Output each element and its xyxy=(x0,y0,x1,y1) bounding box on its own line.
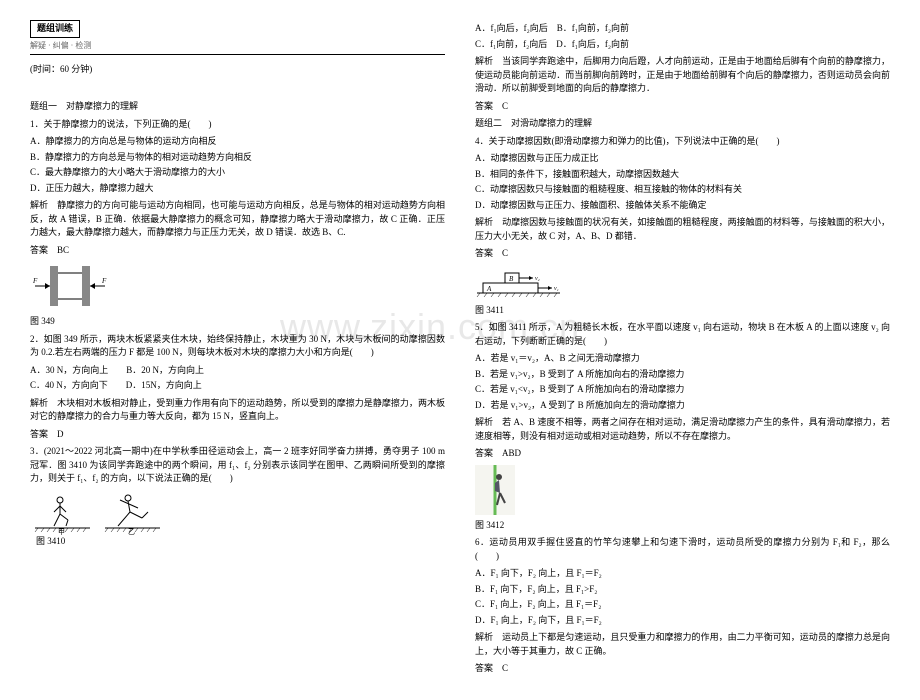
q4-analysis: 解析 动摩擦因数与接触面的状况有关，如接触面的粗糙程度，两接触面的材料等，与接触… xyxy=(475,216,890,243)
q4-d: D．动摩擦因数与正压力、接触面积、接触体关系不能确定 xyxy=(475,199,890,213)
figure-3410: 甲 乙 图 3410 xyxy=(30,490,445,549)
q3-stem: 3．(2021～2022 河北高一期中)在中学秋季田径运动会上，高一 2 班李好… xyxy=(30,445,445,486)
q5-answer: 答案 ABD xyxy=(475,447,890,461)
q6-answer: 答案 C xyxy=(475,662,890,676)
q6-d: D．F₁ 向上，F₂ 向下，且 F₁＝F₂ xyxy=(475,614,890,628)
q1-answer: 答案 BC xyxy=(30,244,445,258)
svg-text:v₂: v₂ xyxy=(535,276,540,282)
fig3412-label: 图 3412 xyxy=(475,519,890,533)
figure-3412 xyxy=(475,465,890,515)
q1-stem: 1．关于静摩擦力的说法，下列正确的是( ) xyxy=(30,118,445,132)
q5-analysis: 解析 若 A、B 速度不相等，两者之间存在相对运动，满足滑动摩擦力产生的条件，具… xyxy=(475,416,890,443)
q3-cd: C．f₁向前，f₂向后 D．f₁向后，f₂向前 xyxy=(475,38,890,52)
q3-analysis: 解析 当该同学奔跑途中，后脚用力向后蹬，人才向前运动，正是由于地面给后脚有个向前… xyxy=(475,55,890,96)
group1-title: 题组一 对静摩擦力的理解 xyxy=(30,100,445,114)
right-column: A．f₁向后，f₂向后 B．f₁向前，f₂向前 C．f₁向前，f₂向后 D．f₁… xyxy=(475,20,890,680)
q5-stem: 5．如图 3411 所示，A 为粗糙长木板，在水平面以速度 v₁ 向右运动，物块… xyxy=(475,321,890,348)
svg-text:甲: 甲 xyxy=(58,528,65,535)
svg-text:v₁: v₁ xyxy=(554,286,559,292)
fig3410-label: 图 3410 xyxy=(36,536,65,546)
figure-349: F F xyxy=(30,261,445,311)
q6-b: B．F₁ 向下，F₂ 向上，且 F₁>F₂ xyxy=(475,583,890,597)
q3-answer: 答案 C xyxy=(475,100,890,114)
q5-b: B．若是 v₁>v₂，B 受到了 A 所施加向右的滑动摩擦力 xyxy=(475,368,890,382)
header-block: 题组训练 解疑 · 纠偏 · 检测 xyxy=(30,20,445,55)
q2-cd: C．40 N，方向向下 D．15N，方向向上 xyxy=(30,379,445,393)
svg-text:F: F xyxy=(32,277,38,285)
q3-ab: A．f₁向后，f₂向后 B．f₁向前，f₂向前 xyxy=(475,22,890,36)
page-columns: 题组训练 解疑 · 纠偏 · 检测 (时间：60 分钟) 题组一 对静摩擦力的理… xyxy=(30,20,890,680)
header-title: 题组训练 xyxy=(30,20,80,38)
q6-stem: 6．运动员用双手握住竖直的竹竿匀速攀上和匀速下滑时，运动员所受的摩擦力分别为 F… xyxy=(475,536,890,563)
q4-stem: 4．关于动摩擦因数(即滑动摩擦力和弹力的比值)，下列说法中正确的是( ) xyxy=(475,135,890,149)
q4-a: A．动摩擦因数与正压力成正比 xyxy=(475,152,890,166)
q5-d: D．若是 v₁>v₂，A 受到了 B 所施加向左的滑动摩擦力 xyxy=(475,399,890,413)
q4-answer: 答案 C xyxy=(475,247,890,261)
svg-text:乙: 乙 xyxy=(128,528,135,535)
q5-c: C．若是 v₁<v₂，B 受到了 A 所施加向右的滑动摩擦力 xyxy=(475,383,890,397)
q5-a: A．若是 v₁＝v₂，A、B 之间无滑动摩擦力 xyxy=(475,352,890,366)
q1-analysis: 解析 静摩擦力的方向可能与运动方向相同，也可能与运动方向相反，总是与物体的相对运… xyxy=(30,199,445,240)
q1-c: C．最大静摩擦力的大小略大于滑动摩擦力的大小 xyxy=(30,166,445,180)
fig3411-label: 图 3411 xyxy=(475,304,890,318)
q2-ab: A．30 N，方向向上 B．20 N，方向向上 xyxy=(30,364,445,378)
q2-answer: 答案 D xyxy=(30,428,445,442)
q6-c: C．F₁ 向上，F₂ 向上，且 F₁＝F₂ xyxy=(475,598,890,612)
q4-b: B．相同的条件下，接触面积越大，动摩擦因数越大 xyxy=(475,168,890,182)
q2-analysis: 解析 木块相对木板相对静止，受到重力作用有向下的运动趋势，所以受到的摩擦力是静摩… xyxy=(30,397,445,424)
left-column: 题组训练 解疑 · 纠偏 · 检测 (时间：60 分钟) 题组一 对静摩擦力的理… xyxy=(30,20,445,680)
figure-3411: A B v₂ v₁ xyxy=(475,265,890,300)
time-note: (时间：60 分钟) xyxy=(30,63,445,77)
header-subtitle: 解疑 · 纠偏 · 检测 xyxy=(30,40,445,55)
svg-text:A: A xyxy=(486,285,492,293)
q1-d: D．正压力越大，静摩擦力越大 xyxy=(30,182,445,196)
q2-stem: 2．如图 349 所示，两块木板紧紧夹住木块，始终保持静止，木块重为 30 N，… xyxy=(30,333,445,360)
svg-text:B: B xyxy=(509,275,514,283)
fig349-label: 图 349 xyxy=(30,315,445,329)
q1-a: A．静摩擦力的方向总是与物体的运动方向相反 xyxy=(30,135,445,149)
q4-c: C．动摩擦因数只与接触面的粗糙程度、相互接触的物体的材料有关 xyxy=(475,183,890,197)
group2-title: 题组二 对滑动摩擦力的理解 xyxy=(475,117,890,131)
q6-analysis: 解析 运动员上下都是匀速运动，且只受重力和摩擦力的作用，由二力平衡可知，运动员的… xyxy=(475,631,890,658)
q1-b: B．静摩擦力的方向总是与物体的相对运动趋势方向相反 xyxy=(30,151,445,165)
svg-text:F: F xyxy=(101,277,107,285)
q6-a: A．F₁ 向下，F₂ 向上，且 F₁＝F₂ xyxy=(475,567,890,581)
